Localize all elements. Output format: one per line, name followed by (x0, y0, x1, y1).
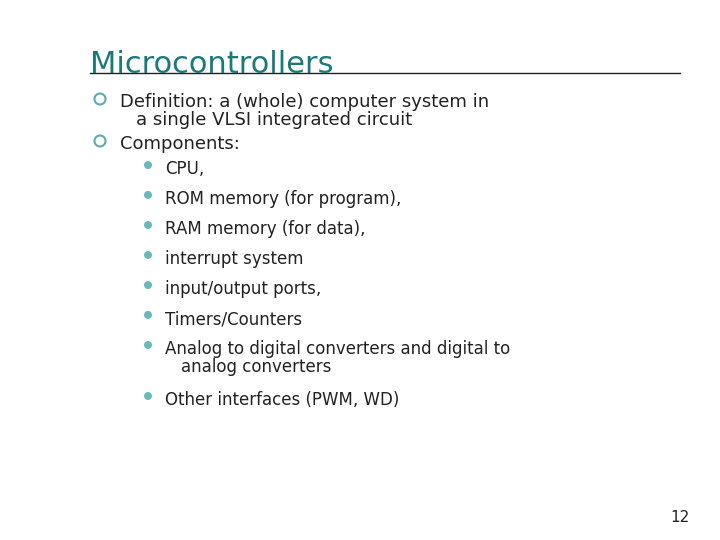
Circle shape (144, 161, 152, 169)
Text: interrupt system: interrupt system (165, 250, 304, 268)
Text: Timers/Counters: Timers/Counters (165, 310, 302, 328)
Circle shape (144, 392, 152, 400)
Circle shape (144, 311, 152, 319)
Text: Components:: Components: (120, 135, 240, 153)
Text: a single VLSI integrated circuit: a single VLSI integrated circuit (136, 111, 413, 129)
Circle shape (144, 251, 152, 259)
Text: Other interfaces (PWM, WD): Other interfaces (PWM, WD) (165, 391, 400, 409)
Text: Definition: a (whole) computer system in: Definition: a (whole) computer system in (120, 93, 489, 111)
Text: ROM memory (for program),: ROM memory (for program), (165, 190, 401, 208)
Text: CPU,: CPU, (165, 160, 204, 178)
Circle shape (144, 281, 152, 289)
Text: RAM memory (for data),: RAM memory (for data), (165, 220, 366, 238)
Text: Microcontrollers: Microcontrollers (90, 50, 333, 79)
Circle shape (144, 221, 152, 229)
Circle shape (144, 341, 152, 349)
Text: 12: 12 (671, 510, 690, 525)
Text: analog converters: analog converters (181, 358, 331, 376)
Text: input/output ports,: input/output ports, (165, 280, 321, 298)
Text: Analog to digital converters and digital to: Analog to digital converters and digital… (165, 340, 510, 358)
Circle shape (144, 191, 152, 199)
